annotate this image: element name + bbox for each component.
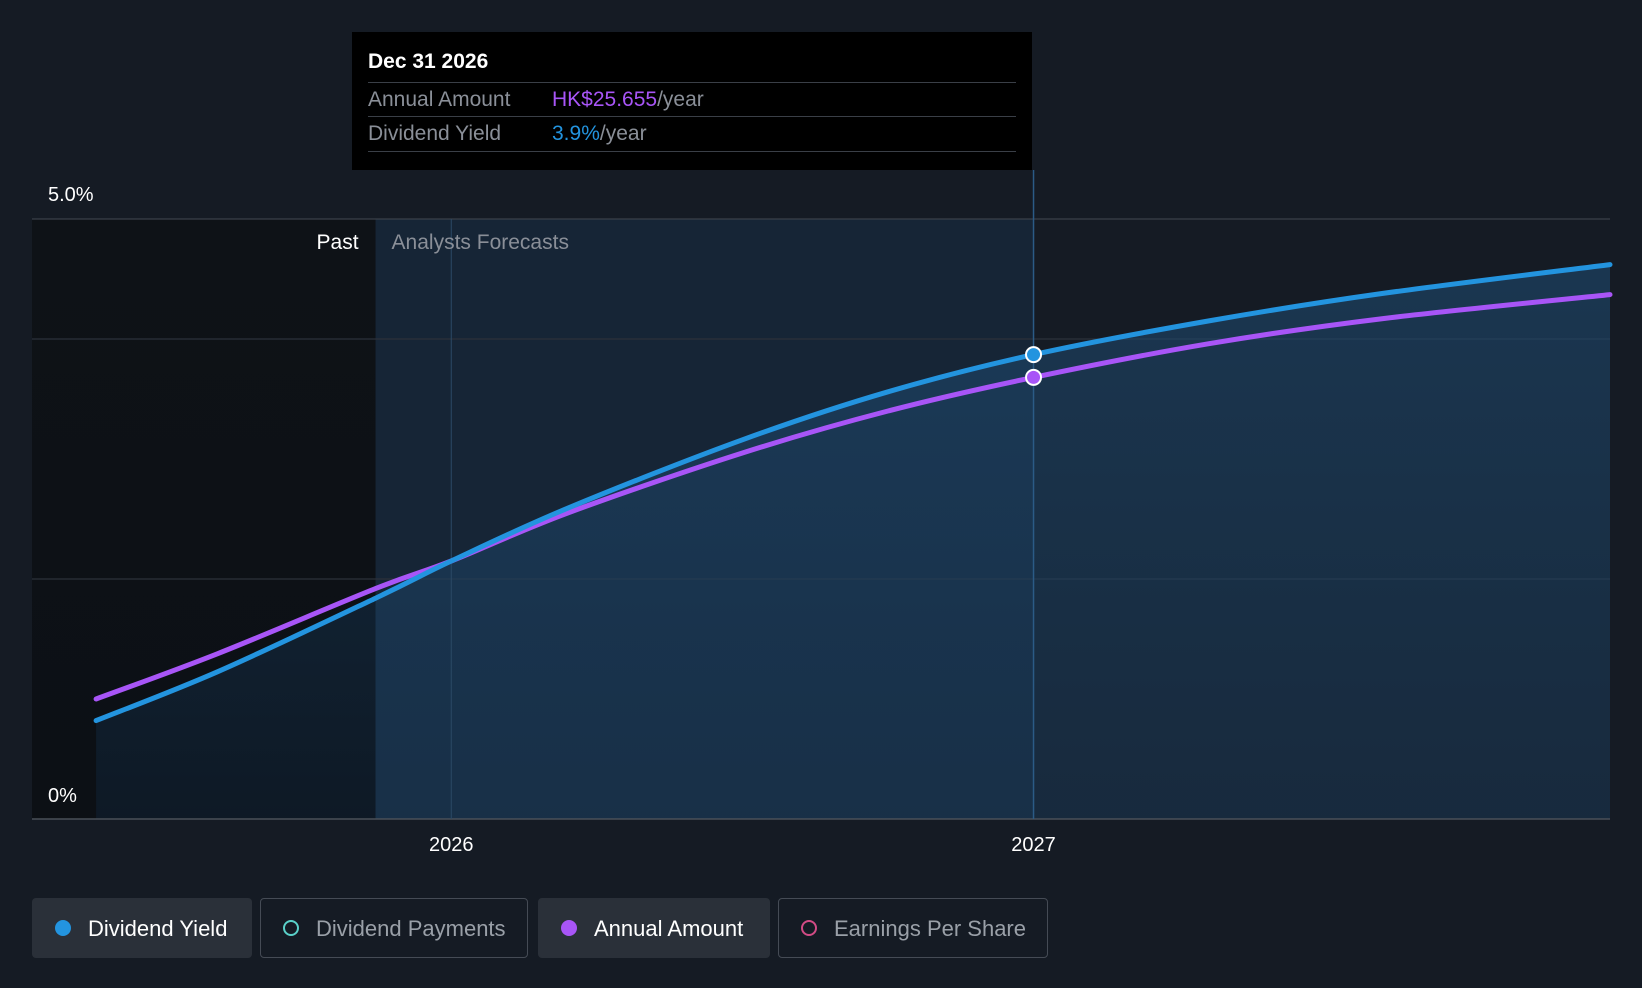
dividend-yield-dot-icon <box>55 920 71 936</box>
legend-annual-amount[interactable]: Annual Amount <box>538 898 770 958</box>
legend-label: Earnings Per Share <box>834 916 1026 941</box>
marker-dividend-yield <box>1025 346 1043 364</box>
tooltip-label: Annual Amount <box>368 88 511 111</box>
annual-amount-suffix: /year <box>657 88 704 111</box>
legend-dividend-yield[interactable]: Dividend Yield <box>32 898 252 958</box>
y-tick-label-top: 5.0% <box>48 184 94 206</box>
tooltip-row-dividend-yield: Dividend Yield 3.9%/year <box>368 116 1016 152</box>
yield-area-past <box>96 598 376 819</box>
earnings-per-share-ring-icon <box>801 920 817 936</box>
chart-tooltip: Dec 31 2026 Annual Amount HK$25.655/year… <box>352 32 1032 170</box>
dividend-yield-value: 3.9% <box>552 122 600 145</box>
legend-label: Dividend Yield <box>88 916 228 941</box>
annual-amount-value: HK$25.655 <box>552 88 658 111</box>
legend-earnings-per-share[interactable]: Earnings Per Share <box>778 898 1048 958</box>
x-tick-label-2026: 2026 <box>429 834 474 856</box>
legend-dividend-payments[interactable]: Dividend Payments <box>260 898 528 958</box>
tooltip-value: 3.9%/year <box>552 122 647 146</box>
tooltip-row-annual-amount: Annual Amount HK$25.655/year <box>368 82 1016 117</box>
series-line-annual-amount <box>93 292 1613 702</box>
annual-amount-dot-icon <box>561 920 577 936</box>
tooltip-label: Dividend Yield <box>368 122 502 145</box>
past-region-label: Past <box>317 231 359 254</box>
highlight-markers <box>1025 346 1043 386</box>
series-line-dividend-yield <box>93 262 1613 724</box>
dividend-payments-ring-icon <box>283 920 299 936</box>
marker-annual-amount <box>1025 368 1043 386</box>
forecast-region-label: Analysts Forecasts <box>392 231 569 254</box>
yield-area-forecast <box>375 264 1610 819</box>
y-tick-label-bottom: 0% <box>48 785 77 807</box>
tooltip-date: Dec 31 2026 <box>368 50 489 73</box>
legend-label: Annual Amount <box>594 916 744 941</box>
series-lines <box>93 262 1613 724</box>
x-tick-label-2027: 2027 <box>1011 834 1056 856</box>
dividend-yield-suffix: /year <box>599 122 647 145</box>
legend-label: Dividend Payments <box>316 916 506 941</box>
tooltip-value: HK$25.655/year <box>552 88 704 112</box>
